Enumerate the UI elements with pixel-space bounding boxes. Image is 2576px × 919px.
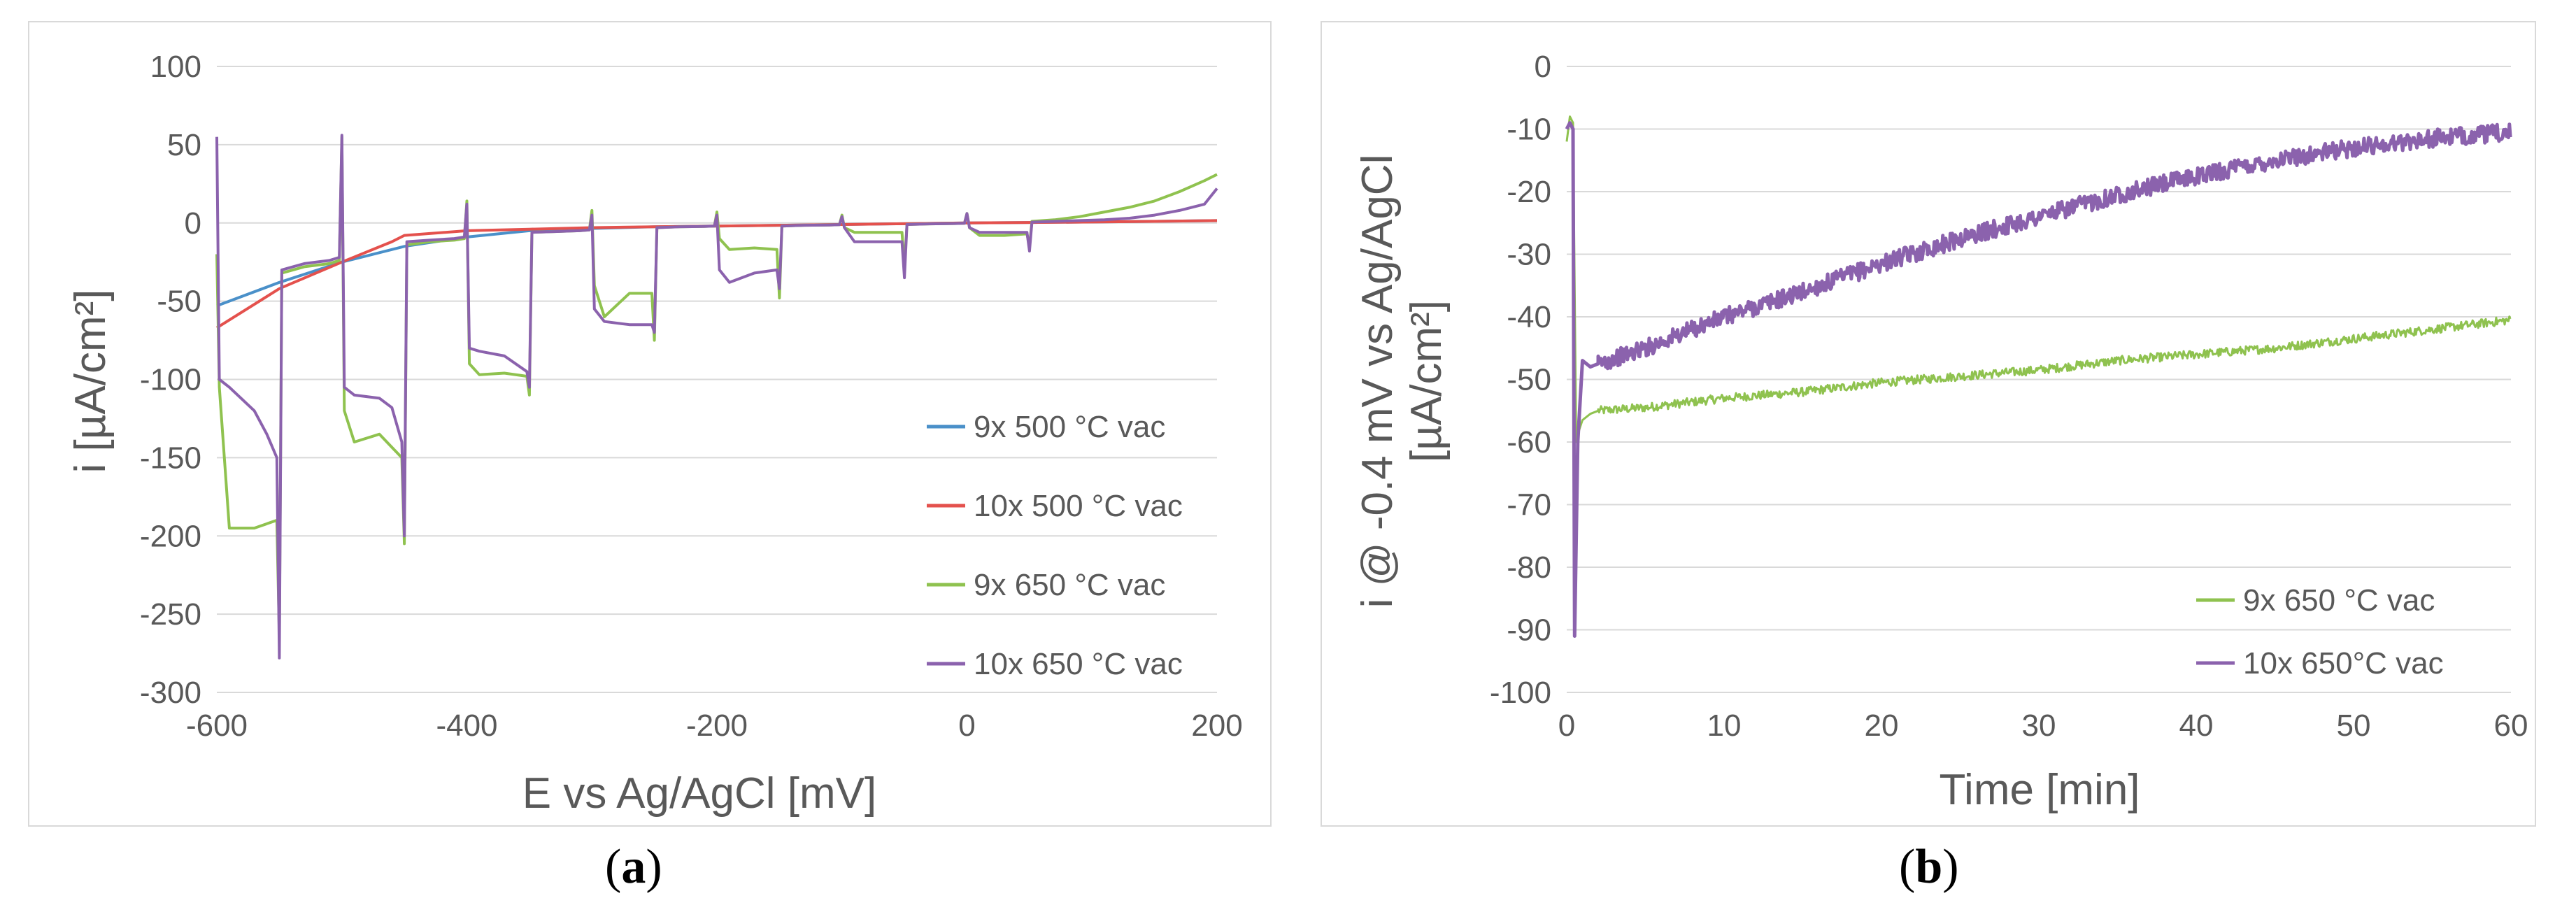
chart-b-y-tick-label: -100 — [1490, 676, 1551, 710]
chart-a-legend-label: 10x 500 °C vac — [974, 489, 1183, 523]
chart-a-y-tick-label: 0 — [185, 206, 201, 241]
chart-b-y-axis-title-line1: i @ -0.4 mV vs Ag/AgCl — [1353, 155, 1402, 608]
chart-a-y-tick-label: -250 — [140, 597, 201, 632]
chart-b-x-axis-title: Time [min] — [1939, 766, 2140, 814]
chart-a-x-axis-title: E vs Ag/AgCl [mV] — [522, 769, 877, 818]
chart-b-x-tick-label: 10 — [1707, 708, 1742, 743]
chart-b-y-tick-label: -40 — [1507, 300, 1551, 334]
chart-b-x-tick-label: 0 — [1558, 708, 1575, 743]
chart-b-y-tick-label: -80 — [1507, 550, 1551, 585]
chart-b-y-tick-label: -60 — [1507, 425, 1551, 460]
chart-b-y-tick-label: -90 — [1507, 613, 1551, 648]
chart-b-x-tick-label: 40 — [2179, 708, 2214, 743]
chart-a-y-tick-label: 50 — [167, 128, 201, 162]
chart-a-legend-label: 10x 650 °C vac — [974, 647, 1183, 681]
chart-a-x-tick-label: 200 — [1191, 708, 1242, 743]
chart-a-y-tick-label: -150 — [140, 441, 201, 475]
chart-b-y-tick-label: -30 — [1507, 238, 1551, 272]
chart-b-series-line — [1565, 121, 2512, 638]
chart-a-y-axis-title: i [µA/cm²] — [66, 289, 115, 473]
chart-a-x-tick-label: 0 — [958, 708, 975, 743]
chart-a-x-tick-label: -200 — [686, 708, 748, 743]
chart-a-y-tick-label: -200 — [140, 519, 201, 553]
chart-a-legend-label: 9x 650 °C vac — [974, 568, 1165, 602]
chart-a-series-line — [215, 134, 1218, 660]
chart-a-y-tick-label: -300 — [140, 676, 201, 710]
chart-b-y-tick-label: -20 — [1507, 175, 1551, 209]
chart-b-series-line — [1565, 115, 2512, 443]
chart-a-y-tick-label: 100 — [150, 50, 201, 84]
chart-b-x-tick-label: 50 — [2337, 708, 2371, 743]
chart-b-y-tick-label: -50 — [1507, 363, 1551, 397]
chart-b-y-tick-label: -70 — [1507, 488, 1551, 522]
chart-a-y-tick-label: -50 — [157, 285, 201, 319]
chart-b-legend-label: 10x 650°C vac — [2243, 646, 2444, 681]
chart-b-y-axis-title-line2: [µA/cm²] — [1402, 300, 1451, 462]
chart-b-legend-label: 9x 650 °C vac — [2243, 583, 2435, 618]
chart-b-x-tick-label: 60 — [2494, 708, 2528, 743]
chart-a-x-tick-label: -400 — [436, 708, 497, 743]
chart-b-y-tick-label: -10 — [1507, 113, 1551, 147]
chart-b-y-tick-label: 0 — [1535, 50, 1551, 84]
caption-a: (a) — [605, 840, 662, 894]
chart-a-y-tick-label: -100 — [140, 363, 201, 397]
chart-b-x-tick-label: 20 — [1865, 708, 1899, 743]
chart-a-x-tick-label: -600 — [186, 708, 248, 743]
chart-a-series-line — [215, 135, 1218, 639]
chart-b-x-tick-label: 30 — [2022, 708, 2056, 743]
chart-a-legend-label: 9x 500 °C vac — [974, 410, 1165, 444]
caption-b: (b) — [1899, 840, 1959, 894]
